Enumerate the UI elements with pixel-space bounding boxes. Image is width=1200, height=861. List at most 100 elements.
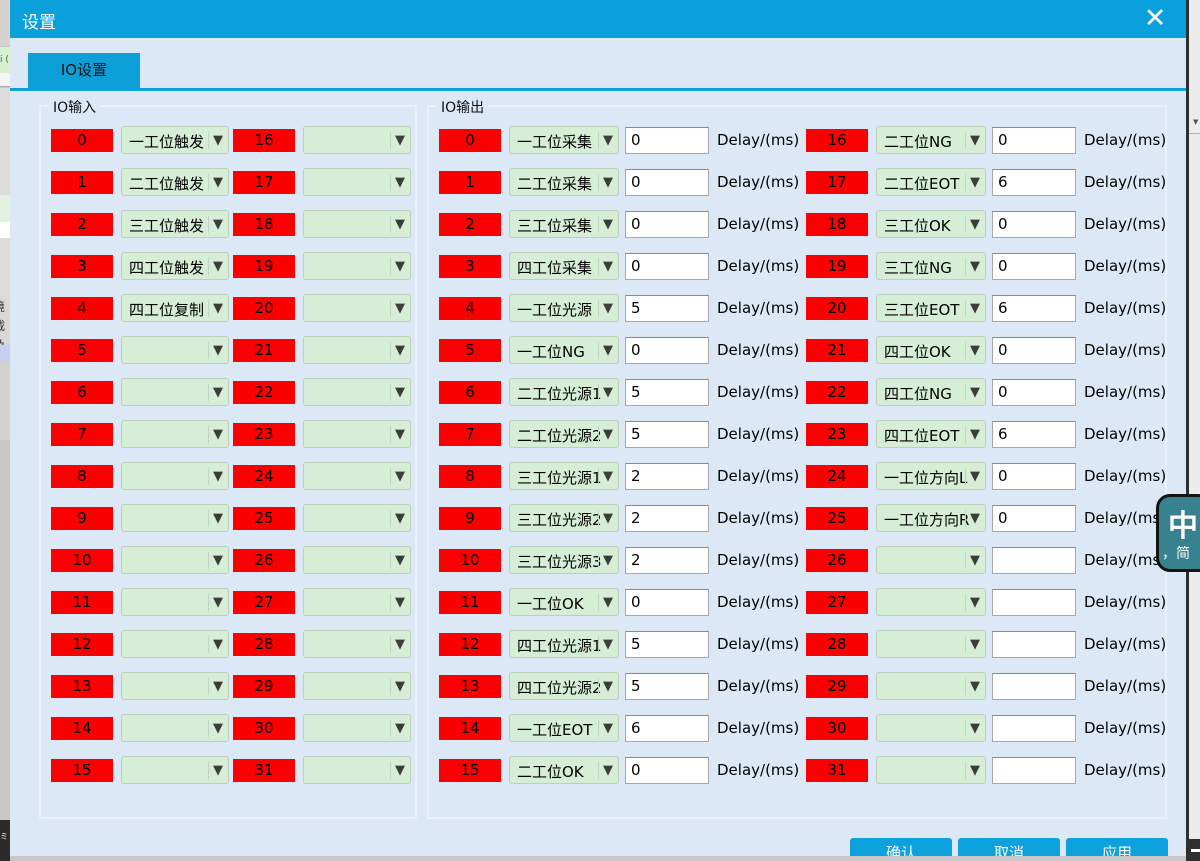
- io-output-signal-select[interactable]: 二工位光源1 ▼: [509, 378, 619, 406]
- tab-io-settings[interactable]: IO设置: [28, 53, 140, 88]
- delay-input[interactable]: [992, 504, 1076, 532]
- io-input-signal-select[interactable]: ▼: [303, 588, 411, 616]
- delay-input[interactable]: [625, 420, 709, 448]
- io-input-signal-select[interactable]: ▼: [121, 588, 229, 616]
- delay-input[interactable]: [992, 630, 1076, 658]
- io-input-signal-select[interactable]: ▼: [303, 126, 411, 154]
- io-output-signal-select[interactable]: 一工位方向R ▼: [876, 504, 986, 532]
- right-edge-scrollbar[interactable]: ▼: [1186, 0, 1200, 861]
- io-input-signal-select[interactable]: ▼: [121, 336, 229, 364]
- io-output-signal-select[interactable]: 三工位EOT ▼: [876, 294, 986, 322]
- apply-button[interactable]: 应用: [1066, 838, 1168, 856]
- scrollbar-arrow-icon[interactable]: ▼: [1193, 118, 1199, 126]
- io-output-signal-select[interactable]: 一工位采集 ▼: [509, 126, 619, 154]
- delay-input[interactable]: [625, 588, 709, 616]
- delay-input[interactable]: [625, 462, 709, 490]
- io-output-signal-select[interactable]: 一工位EOT ▼: [509, 714, 619, 742]
- io-input-signal-select[interactable]: ▼: [303, 672, 411, 700]
- delay-input[interactable]: [992, 588, 1076, 616]
- delay-input[interactable]: [625, 336, 709, 364]
- io-output-signal-select[interactable]: 一工位光源 ▼: [509, 294, 619, 322]
- io-input-signal-select[interactable]: ▼: [121, 504, 229, 532]
- io-output-signal-select[interactable]: ▼: [876, 546, 986, 574]
- io-input-signal-select[interactable]: ▼: [303, 210, 411, 238]
- io-output-signal-select[interactable]: 四工位光源1 ▼: [509, 630, 619, 658]
- io-output-signal-select[interactable]: 一工位NG ▼: [509, 336, 619, 364]
- io-output-signal-select[interactable]: 三工位采集 ▼: [509, 210, 619, 238]
- io-input-signal-select[interactable]: ▼: [303, 714, 411, 742]
- io-output-signal-select[interactable]: 二工位采集 ▼: [509, 168, 619, 196]
- io-input-signal-select[interactable]: ▼: [121, 630, 229, 658]
- io-input-signal-select[interactable]: 二工位触发 ▼: [121, 168, 229, 196]
- cancel-button[interactable]: 取消: [958, 838, 1060, 856]
- io-input-signal-select[interactable]: 四工位触发 ▼: [121, 252, 229, 280]
- io-output-signal-select[interactable]: 三工位光源2 ▼: [509, 504, 619, 532]
- io-input-signal-select[interactable]: ▼: [121, 546, 229, 574]
- delay-input[interactable]: [625, 210, 709, 238]
- io-output-signal-select[interactable]: 四工位EOT ▼: [876, 420, 986, 448]
- delay-input[interactable]: [625, 630, 709, 658]
- io-input-signal-select[interactable]: ▼: [303, 756, 411, 784]
- io-input-signal-select[interactable]: ▼: [303, 252, 411, 280]
- delay-input[interactable]: [992, 378, 1076, 406]
- io-input-signal-select[interactable]: ▼: [303, 504, 411, 532]
- delay-input[interactable]: [992, 756, 1076, 784]
- io-output-signal-select[interactable]: 一工位OK ▼: [509, 588, 619, 616]
- delay-input[interactable]: [625, 714, 709, 742]
- io-output-signal-select[interactable]: 四工位NG ▼: [876, 378, 986, 406]
- io-output-signal-select[interactable]: 三工位OK ▼: [876, 210, 986, 238]
- io-input-signal-select[interactable]: ▼: [303, 630, 411, 658]
- io-output-signal-select[interactable]: 四工位采集 ▼: [509, 252, 619, 280]
- delay-input[interactable]: [625, 756, 709, 784]
- io-output-signal-select[interactable]: 二工位OK ▼: [509, 756, 619, 784]
- io-output-signal-select[interactable]: ▼: [876, 714, 986, 742]
- io-input-signal-select[interactable]: ▼: [121, 420, 229, 448]
- io-input-signal-select[interactable]: ▼: [121, 714, 229, 742]
- delay-input[interactable]: [992, 546, 1076, 574]
- delay-input[interactable]: [992, 336, 1076, 364]
- io-input-signal-select[interactable]: 一工位触发 ▼: [121, 126, 229, 154]
- io-output-signal-select[interactable]: 一工位方向L ▼: [876, 462, 986, 490]
- delay-input[interactable]: [625, 294, 709, 322]
- io-input-signal-select[interactable]: ▼: [303, 546, 411, 574]
- delay-input[interactable]: [625, 378, 709, 406]
- io-input-signal-select[interactable]: 四工位复制 ▼: [121, 294, 229, 322]
- delay-input[interactable]: [625, 672, 709, 700]
- io-input-signal-select[interactable]: ▼: [303, 378, 411, 406]
- delay-input[interactable]: [992, 672, 1076, 700]
- io-output-signal-select[interactable]: ▼: [876, 756, 986, 784]
- io-input-signal-select[interactable]: ▼: [121, 462, 229, 490]
- io-output-signal-select[interactable]: ▼: [876, 630, 986, 658]
- delay-input[interactable]: [992, 168, 1076, 196]
- io-input-signal-select[interactable]: ▼: [303, 420, 411, 448]
- io-input-signal-select[interactable]: ▼: [303, 168, 411, 196]
- io-output-signal-select[interactable]: 四工位OK ▼: [876, 336, 986, 364]
- dialog-titlebar[interactable]: 设置 ✕: [10, 0, 1186, 38]
- io-output-signal-select[interactable]: 二工位光源2 ▼: [509, 420, 619, 448]
- delay-input[interactable]: [992, 714, 1076, 742]
- io-input-signal-select[interactable]: ▼: [303, 336, 411, 364]
- confirm-button[interactable]: 确认: [850, 838, 952, 856]
- io-output-signal-select[interactable]: ▼: [876, 588, 986, 616]
- io-input-signal-select[interactable]: ▼: [121, 756, 229, 784]
- io-output-signal-select[interactable]: 三工位NG ▼: [876, 252, 986, 280]
- io-input-signal-select[interactable]: ▼: [121, 378, 229, 406]
- io-input-signal-select[interactable]: ▼: [303, 462, 411, 490]
- io-output-signal-select[interactable]: 三工位光源3 ▼: [509, 546, 619, 574]
- io-output-signal-select[interactable]: 四工位光源2 ▼: [509, 672, 619, 700]
- translation-widget[interactable]: 中 ，简: [1156, 494, 1200, 572]
- delay-input[interactable]: [992, 462, 1076, 490]
- delay-input[interactable]: [625, 252, 709, 280]
- delay-input[interactable]: [625, 504, 709, 532]
- io-output-signal-select[interactable]: ▼: [876, 672, 986, 700]
- delay-input[interactable]: [992, 252, 1076, 280]
- close-icon[interactable]: ✕: [1143, 3, 1167, 34]
- delay-input[interactable]: [992, 294, 1076, 322]
- io-input-signal-select[interactable]: ▼: [303, 294, 411, 322]
- delay-input[interactable]: [992, 126, 1076, 154]
- io-output-signal-select[interactable]: 三工位光源1 ▼: [509, 462, 619, 490]
- io-input-signal-select[interactable]: ▼: [121, 672, 229, 700]
- io-output-signal-select[interactable]: 二工位NG ▼: [876, 126, 986, 154]
- delay-input[interactable]: [992, 420, 1076, 448]
- delay-input[interactable]: [625, 168, 709, 196]
